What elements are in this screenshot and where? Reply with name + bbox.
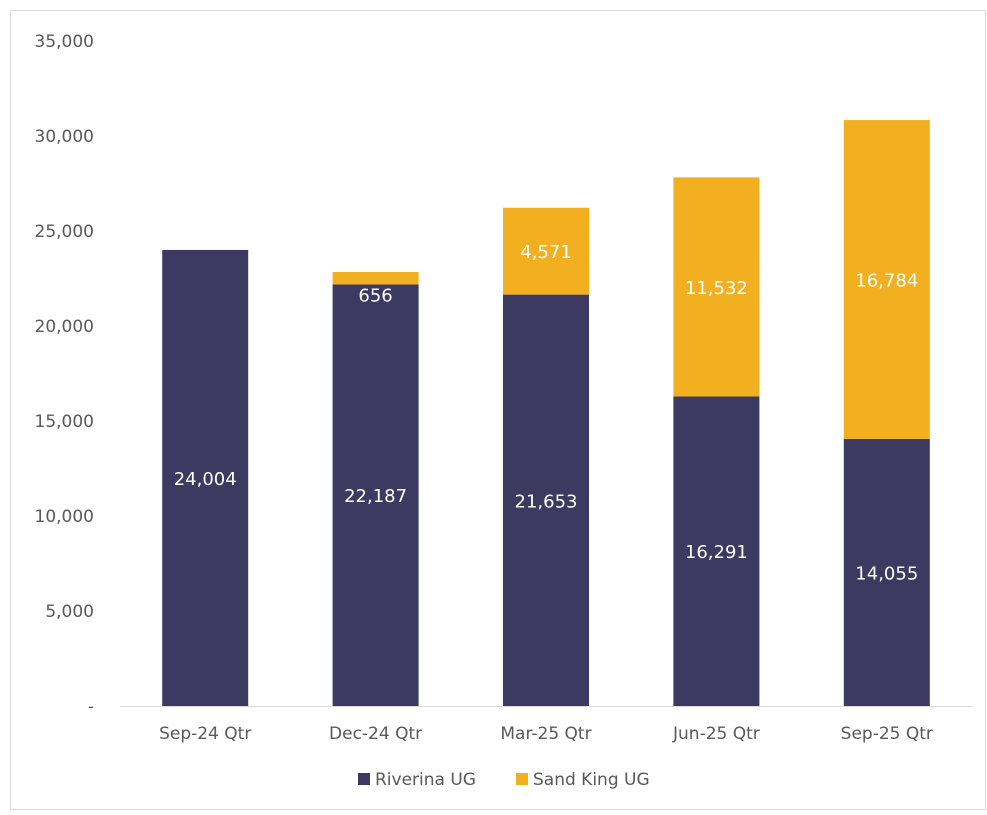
legend-swatch xyxy=(516,773,528,785)
chart-border xyxy=(10,10,986,810)
data-label: 21,653 xyxy=(515,491,578,512)
legend-label: Riverina UG xyxy=(375,770,476,790)
y-tick-label: 30,000 xyxy=(35,127,94,147)
bar-segment xyxy=(673,396,760,706)
data-labels: 24,004 22,187 656 21,653 4,571 16,291 11,532 14… xyxy=(174,242,919,584)
y-tick-label: - xyxy=(88,697,94,717)
x-category-label: Sep-24 Qtr xyxy=(159,724,251,744)
legend-label: Sand King UG xyxy=(533,770,650,790)
x-category-label: Mar-25 Qtr xyxy=(500,724,591,744)
x-axis: Sep-24 Qtr Dec-24 Qtr Mar-25 Qtr Jun-25 Qtr… xyxy=(159,724,933,744)
bar-segment xyxy=(843,438,930,706)
bar-segment xyxy=(503,294,589,706)
bar-segment xyxy=(673,177,760,397)
bar-segment xyxy=(843,120,930,439)
y-tick-label: 10,000 xyxy=(35,507,94,527)
bar-segment xyxy=(332,284,419,706)
data-label: 4,571 xyxy=(520,242,572,263)
x-category-label: Dec-24 Qtr xyxy=(329,724,422,744)
bar-segment xyxy=(503,207,589,295)
data-label: 14,055 xyxy=(855,563,918,584)
y-tick-label: 15,000 xyxy=(35,412,94,432)
y-tick-label: 25,000 xyxy=(35,222,94,242)
bars xyxy=(162,120,930,706)
x-category-label: Sep-25 Qtr xyxy=(841,724,933,744)
x-category-label: Jun-25 Qtr xyxy=(672,724,760,744)
data-label: 16,784 xyxy=(855,271,918,292)
data-label: 11,532 xyxy=(685,278,748,299)
y-tick-label: 35,000 xyxy=(35,32,94,52)
y-axis: - 5,000 10,000 15,000 20,000 25,000 30,000 35,0… xyxy=(35,32,94,717)
data-label: 24,004 xyxy=(174,469,237,490)
data-label: 16,291 xyxy=(685,542,748,563)
bar-segment xyxy=(162,249,249,706)
legend-swatch xyxy=(358,773,370,785)
legend: Riverina UG Sand King UG xyxy=(358,770,650,790)
bar-segment xyxy=(332,271,419,285)
data-label: 22,187 xyxy=(344,486,407,507)
y-tick-label: 20,000 xyxy=(35,317,94,337)
data-label: 656 xyxy=(358,285,392,306)
y-tick-label: 5,000 xyxy=(45,602,94,622)
